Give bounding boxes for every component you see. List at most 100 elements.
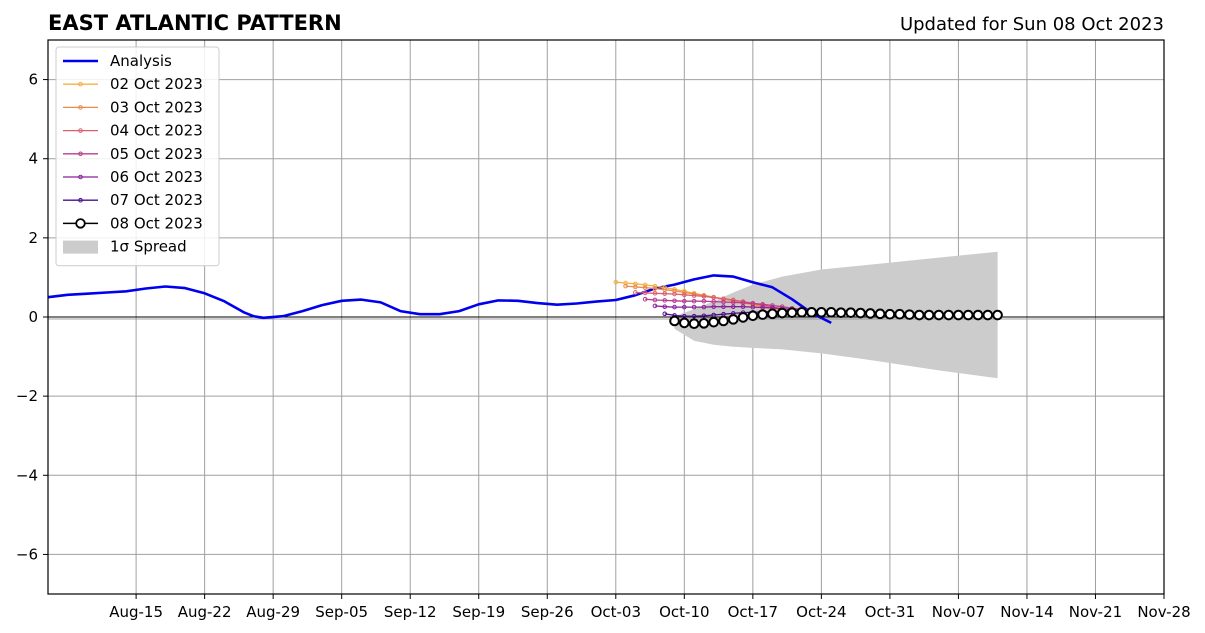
legend-swatch-marker bbox=[78, 128, 83, 133]
series-point bbox=[662, 291, 668, 296]
legend-swatch-marker bbox=[75, 218, 86, 229]
series-point bbox=[933, 309, 945, 321]
chart-subtitle: Updated for Sun 08 Oct 2023 bbox=[900, 14, 1164, 35]
x-tick-label: Sep-12 bbox=[384, 603, 437, 621]
series-point bbox=[672, 304, 677, 310]
series-point bbox=[652, 297, 658, 303]
series-point bbox=[688, 318, 700, 330]
series-point bbox=[691, 313, 697, 319]
series-08-oct-2023 bbox=[669, 306, 1003, 330]
series-point bbox=[662, 298, 668, 303]
series-point bbox=[711, 299, 716, 304]
x-tick-label: Oct-31 bbox=[865, 603, 915, 621]
series-point bbox=[613, 279, 619, 285]
y-tick-label: 0 bbox=[28, 308, 38, 326]
legend-swatch-marker bbox=[78, 174, 83, 180]
series-point bbox=[894, 308, 905, 320]
series-point bbox=[943, 309, 954, 321]
legend-label: 03 Oct 2023 bbox=[110, 98, 203, 116]
series-point bbox=[662, 304, 668, 310]
legend-label: 08 Oct 2023 bbox=[110, 214, 203, 232]
series-point bbox=[776, 307, 788, 319]
y-tick-label: −6 bbox=[16, 545, 38, 563]
series-point bbox=[730, 304, 736, 310]
series-point bbox=[701, 313, 707, 319]
legend-swatch-marker bbox=[78, 197, 83, 203]
series-point bbox=[642, 296, 648, 302]
x-tick-label: Nov-07 bbox=[932, 603, 985, 621]
series-point bbox=[874, 308, 886, 320]
legend-entry-08-oct-2023: 08 Oct 2023 bbox=[63, 214, 203, 232]
legend-swatch-marker bbox=[78, 151, 83, 157]
series-point bbox=[642, 282, 648, 288]
series-point bbox=[711, 312, 716, 318]
series-point bbox=[747, 310, 759, 322]
series-point bbox=[760, 305, 765, 310]
legend-label: 1σ Spread bbox=[110, 238, 187, 256]
x-tick-label: Oct-24 bbox=[796, 603, 846, 621]
series-point bbox=[711, 304, 716, 310]
legend-label: Analysis bbox=[110, 52, 172, 70]
legend-label: 04 Oct 2023 bbox=[110, 122, 203, 140]
series-point bbox=[642, 285, 648, 291]
legend-swatch-marker bbox=[78, 105, 83, 110]
series-point bbox=[721, 299, 726, 305]
legend-label: 05 Oct 2023 bbox=[110, 145, 203, 163]
series-point bbox=[913, 309, 925, 321]
series-point bbox=[750, 304, 756, 310]
spread-area bbox=[674, 251, 998, 379]
series-point bbox=[652, 290, 658, 296]
x-tick-label: Oct-17 bbox=[728, 603, 778, 621]
series-point bbox=[682, 292, 687, 298]
x-tick-label: Sep-26 bbox=[521, 603, 574, 621]
series-point bbox=[708, 316, 719, 328]
x-tick-label: Oct-03 bbox=[591, 603, 641, 621]
series-point bbox=[633, 290, 638, 295]
series-point bbox=[633, 284, 638, 290]
series-point bbox=[730, 300, 736, 305]
series-point bbox=[923, 309, 935, 321]
x-tick-label: Oct-10 bbox=[659, 603, 709, 621]
legend-box bbox=[55, 46, 220, 267]
legend-entry-1-spread: 1σ Spread bbox=[63, 238, 187, 256]
series-point bbox=[904, 309, 915, 320]
legend-entry-analysis: Analysis bbox=[63, 52, 172, 70]
series-point bbox=[982, 309, 994, 321]
legend-entry-07-oct-2023: 07 Oct 2023 bbox=[63, 191, 203, 209]
series-point bbox=[698, 318, 710, 329]
y-tick-label: 2 bbox=[28, 229, 38, 247]
y-tick-label: −2 bbox=[16, 387, 38, 405]
legend-swatch-marker bbox=[78, 81, 83, 87]
series-point bbox=[691, 304, 697, 310]
series-point bbox=[691, 298, 697, 304]
series-point bbox=[740, 304, 746, 310]
series-point bbox=[806, 306, 817, 318]
x-tick-label: Aug-15 bbox=[109, 603, 163, 621]
legend: Analysis 02 Oct 2023 03 Oct 2023 04 Oct 202… bbox=[55, 46, 220, 267]
x-tick-label: Nov-28 bbox=[1137, 603, 1190, 621]
series-point bbox=[669, 315, 680, 327]
series-point bbox=[642, 290, 648, 296]
spread-band bbox=[674, 251, 998, 379]
legend-swatch bbox=[63, 240, 98, 254]
series-point bbox=[962, 309, 974, 321]
series-point bbox=[767, 308, 778, 320]
series-point bbox=[953, 309, 964, 321]
series-point bbox=[796, 306, 808, 318]
y-tick-label: 6 bbox=[28, 71, 38, 89]
series-point bbox=[727, 314, 739, 325]
legend-entry-05-oct-2023: 05 Oct 2023 bbox=[63, 145, 203, 163]
series-point bbox=[701, 298, 707, 304]
series-point bbox=[855, 307, 866, 319]
series-lines bbox=[47, 274, 1003, 330]
series-point bbox=[884, 308, 896, 320]
legend-entry-03-oct-2023: 03 Oct 2023 bbox=[63, 98, 203, 116]
series-point bbox=[718, 315, 729, 327]
legend-label: 07 Oct 2023 bbox=[110, 191, 203, 209]
x-tick-label: Aug-29 bbox=[246, 603, 300, 621]
axes: Aug-15 Aug-22 Aug-29 Sep-05 Sep-12 Sep-19 Sep-… bbox=[16, 39, 1191, 621]
legend-label: 06 Oct 2023 bbox=[110, 168, 203, 186]
series-point bbox=[701, 304, 707, 310]
series-point bbox=[679, 317, 690, 329]
